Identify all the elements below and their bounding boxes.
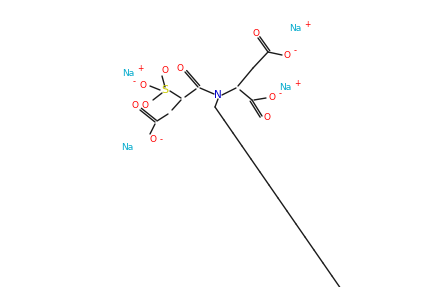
Text: Na: Na [120,144,133,152]
Text: Na: Na [122,69,134,77]
Text: -: - [159,135,162,144]
Text: O: O [268,94,275,102]
Text: +: + [136,63,143,73]
Text: -: - [278,90,281,98]
Text: O: O [131,102,138,110]
Text: -: - [132,77,135,86]
Text: O: O [252,28,259,38]
Text: Na: Na [288,24,301,32]
Text: +: + [303,20,310,28]
Text: Na: Na [278,84,290,92]
Text: O: O [139,82,146,90]
Text: O: O [141,102,148,110]
Text: N: N [214,90,221,100]
Text: O: O [263,113,270,123]
Text: O: O [161,65,168,75]
Text: O: O [176,63,183,73]
Text: S: S [161,85,168,95]
Text: O: O [283,51,290,59]
Text: O: O [149,135,156,144]
Text: -: - [293,46,296,55]
Text: +: + [293,79,299,88]
